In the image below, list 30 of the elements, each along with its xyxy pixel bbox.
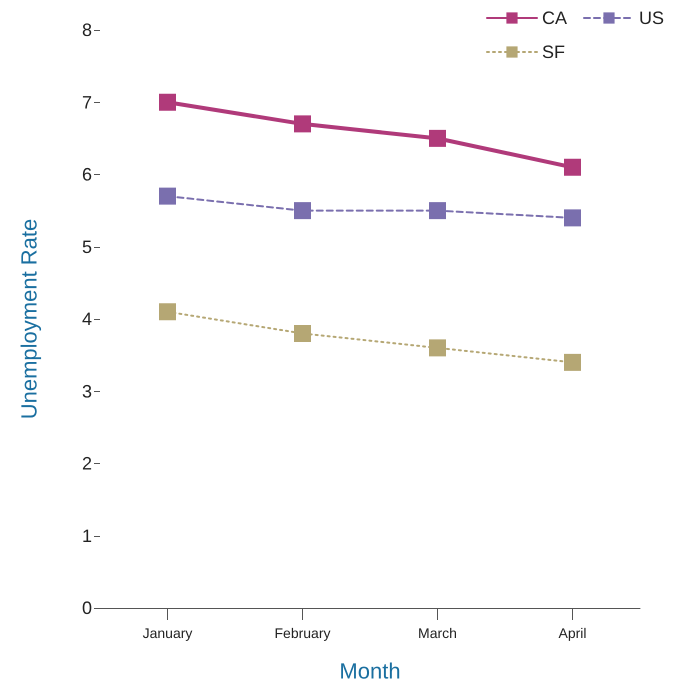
x-axis-title: Month: [339, 658, 401, 684]
x-tick-label: February: [274, 625, 331, 641]
point: [294, 115, 311, 132]
y-tick-label: 3: [82, 381, 92, 402]
legend-label: CA: [542, 8, 568, 28]
y-tick-label: 2: [82, 454, 92, 474]
point: [429, 339, 446, 356]
y-tick-label: 8: [82, 20, 92, 40]
point: [429, 202, 446, 220]
point: [429, 130, 446, 147]
point: [159, 94, 176, 111]
point: [564, 354, 581, 371]
x-tick-label: March: [418, 625, 457, 641]
x-tick-label: January: [142, 625, 192, 641]
point: [294, 324, 311, 342]
y-tick-label: 5: [82, 236, 92, 257]
y-tick-label: 1: [82, 526, 92, 546]
point: [564, 158, 581, 176]
y-axis-title: Unemployment Rate: [16, 218, 42, 420]
y-tick-label: 0: [82, 598, 92, 618]
legend-label: SF: [542, 42, 566, 62]
point: [159, 303, 176, 320]
point: [564, 209, 581, 226]
x-tick-label: April: [558, 625, 587, 641]
legend-label: US: [638, 8, 664, 28]
point: [294, 202, 311, 220]
point: [159, 188, 176, 205]
y-tick-label: 6: [82, 164, 92, 184]
y-tick-label: 4: [82, 309, 92, 329]
y-tick-label: 7: [82, 92, 92, 112]
